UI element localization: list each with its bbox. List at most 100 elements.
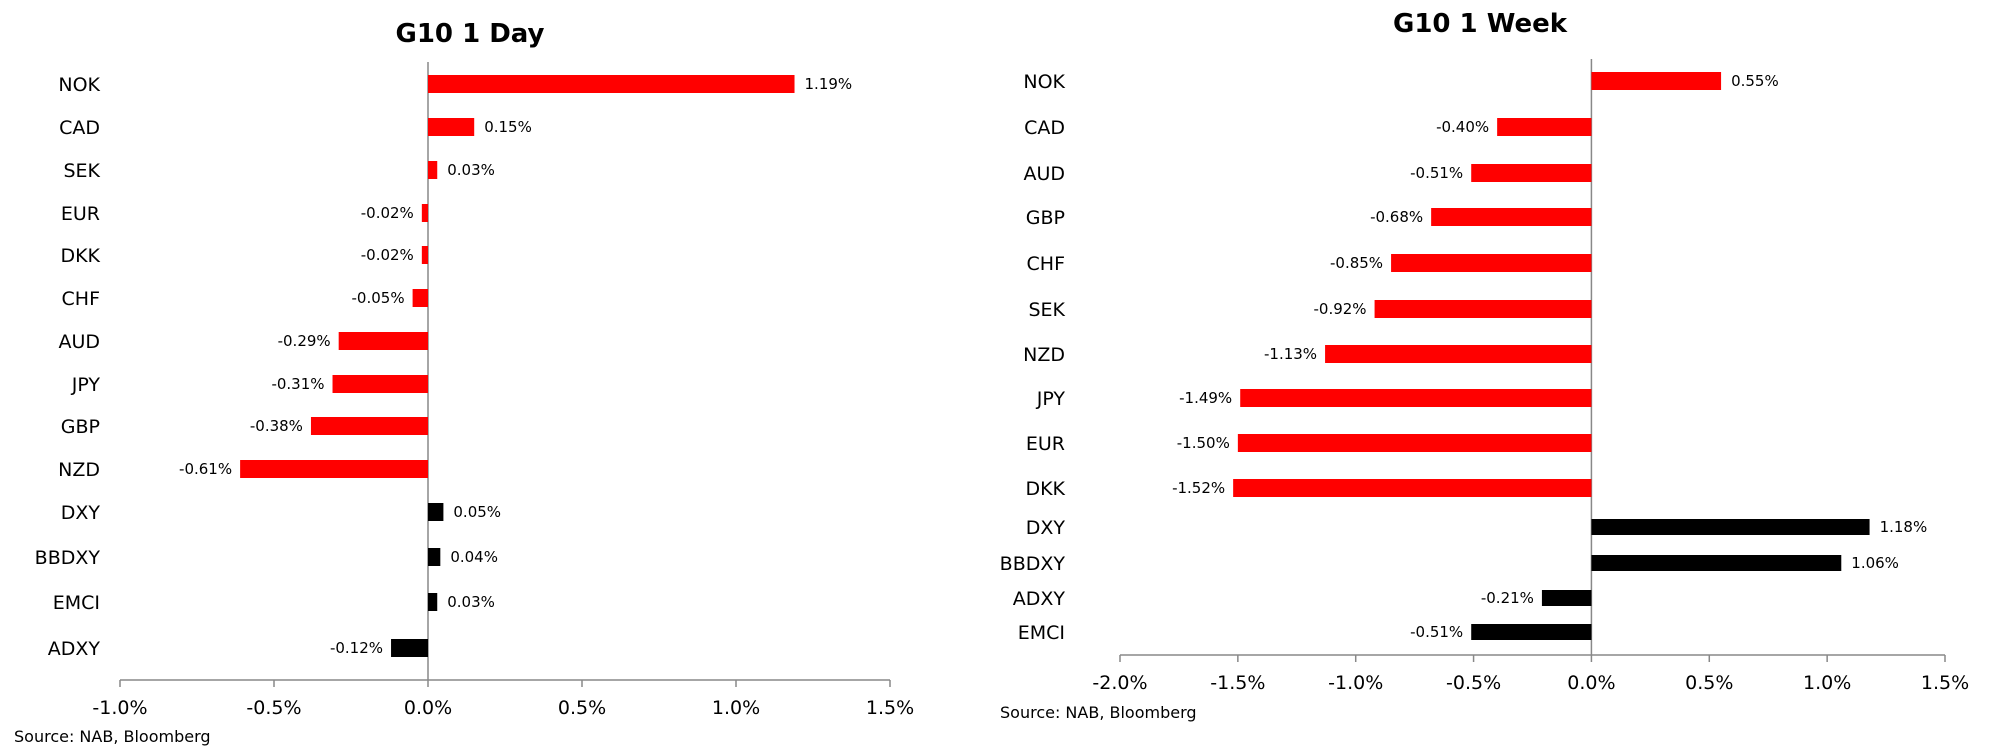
- data-label: -0.38%: [250, 417, 303, 435]
- bar-bbdxy: [1591, 555, 1842, 571]
- data-label: 0.04%: [450, 548, 498, 566]
- bar-aud: [1471, 164, 1592, 182]
- bar-aud: [338, 332, 428, 350]
- bar-chart-1-day: G10 1 Day -1.0% -0.5% 0.0% 0.5% 1.0% 1.5% NOK 1.…: [14, 19, 914, 746]
- x-tick-label: 1.5%: [866, 697, 914, 719]
- data-label: -0.02%: [361, 204, 414, 222]
- category-label: DXY: [61, 502, 101, 524]
- x-tick-label: 0.0%: [1567, 672, 1615, 694]
- bar-gbp: [1431, 208, 1592, 226]
- bar-chf: [412, 289, 428, 307]
- data-label: -0.31%: [271, 375, 324, 393]
- category-label: DKK: [60, 245, 100, 267]
- category-label: EUR: [1026, 433, 1065, 455]
- data-label: -0.29%: [278, 332, 331, 350]
- data-label: -0.92%: [1313, 300, 1366, 318]
- bar-dxy: [428, 503, 444, 521]
- source-note: Source: NAB, Bloomberg: [14, 727, 211, 746]
- data-label: -0.12%: [330, 639, 383, 657]
- x-tick-label: 0.5%: [558, 697, 606, 719]
- data-label: -1.50%: [1177, 434, 1230, 452]
- bar-eur: [421, 204, 428, 222]
- category-label: ADXY: [48, 638, 101, 660]
- x-tick-label: -0.5%: [1446, 672, 1501, 694]
- x-tick-label: 1.0%: [712, 697, 760, 719]
- x-tick-label: 0.5%: [1685, 672, 1733, 694]
- data-label: 0.05%: [453, 503, 501, 521]
- category-label: CHF: [1027, 253, 1065, 275]
- data-label: -0.40%: [1436, 118, 1489, 136]
- category-label: CHF: [62, 288, 100, 310]
- category-label: DXY: [1026, 517, 1066, 539]
- data-label: 1.19%: [805, 75, 853, 93]
- chart-g10-1-week: G10 1 Week -2.0% -1.5% -1.0% -0.5% 0.0% 0.5% 1.…: [980, 0, 2000, 749]
- category-label: AUD: [58, 331, 100, 353]
- x-tick-label: -1.0%: [92, 697, 147, 719]
- category-label: EUR: [61, 203, 100, 225]
- category-label: EMCI: [1018, 622, 1065, 644]
- category-label: SEK: [63, 160, 100, 182]
- category-label: CAD: [59, 117, 100, 139]
- data-label: -1.49%: [1179, 389, 1232, 407]
- x-tick-label: 0.0%: [404, 697, 452, 719]
- data-label: 0.03%: [447, 161, 495, 179]
- chart-title: G10 1 Day: [396, 19, 545, 49]
- bar-chf: [1391, 254, 1592, 272]
- bar-emci: [1471, 624, 1592, 640]
- bar-cad: [1497, 118, 1592, 136]
- bar-jpy: [332, 375, 428, 393]
- data-label: -0.85%: [1330, 254, 1383, 272]
- category-label: NOK: [1023, 71, 1065, 93]
- bar-dkk: [421, 246, 428, 264]
- bar-nzd: [240, 460, 428, 478]
- category-label: DKK: [1025, 478, 1065, 500]
- category-label: JPY: [71, 374, 101, 396]
- x-tick-label: -1.0%: [1328, 672, 1383, 694]
- data-label: 0.15%: [484, 118, 532, 136]
- bar-bbdxy: [428, 548, 441, 566]
- category-label: BBDXY: [1000, 553, 1066, 575]
- category-label: CAD: [1024, 117, 1065, 139]
- bar-cad: [428, 118, 475, 136]
- data-label: 0.55%: [1731, 72, 1779, 90]
- bar-eur: [1237, 434, 1592, 452]
- data-label: 0.03%: [447, 593, 495, 611]
- category-label: EMCI: [53, 592, 100, 614]
- data-label: -0.21%: [1481, 589, 1534, 607]
- data-label: -0.61%: [179, 460, 232, 478]
- x-tick-label: -2.0%: [1092, 672, 1147, 694]
- data-label: -0.05%: [352, 289, 405, 307]
- data-label: 1.18%: [1880, 518, 1928, 536]
- category-label: GBP: [1026, 207, 1065, 229]
- x-tick-label: 1.5%: [1921, 672, 1969, 694]
- bar-sek: [1374, 300, 1592, 318]
- category-label: NOK: [58, 74, 100, 96]
- data-label: -0.51%: [1410, 164, 1463, 182]
- chart-g10-1-day: G10 1 Day -1.0% -0.5% 0.0% 0.5% 1.0% 1.5% NOK 1.…: [0, 0, 960, 749]
- bar-nzd: [1325, 345, 1592, 363]
- bar-nok: [428, 75, 795, 93]
- data-label: -0.68%: [1370, 208, 1423, 226]
- category-label: NZD: [1023, 344, 1065, 366]
- category-label: BBDXY: [35, 547, 101, 569]
- category-label: NZD: [58, 459, 100, 481]
- bar-jpy: [1240, 389, 1592, 407]
- bar-adxy: [391, 639, 428, 657]
- data-label: 1.06%: [1851, 554, 1899, 572]
- bar-dxy: [1591, 519, 1870, 535]
- bar-dkk: [1233, 479, 1592, 497]
- bar-chart-1-week: G10 1 Week -2.0% -1.5% -1.0% -0.5% 0.0% 0.5% 1.…: [1000, 9, 1969, 722]
- bar-nok: [1591, 72, 1722, 90]
- category-label: ADXY: [1013, 588, 1066, 610]
- category-label: GBP: [61, 416, 100, 438]
- bar-sek: [428, 161, 438, 179]
- data-label: -1.52%: [1172, 479, 1225, 497]
- x-tick-label: -1.5%: [1210, 672, 1265, 694]
- category-label: SEK: [1028, 299, 1065, 321]
- category-label: AUD: [1023, 163, 1065, 185]
- source-note: Source: NAB, Bloomberg: [1000, 703, 1197, 722]
- x-tick-label: 1.0%: [1803, 672, 1851, 694]
- bar-adxy: [1541, 590, 1592, 606]
- category-label: JPY: [1036, 388, 1066, 410]
- data-label: -0.51%: [1410, 623, 1463, 641]
